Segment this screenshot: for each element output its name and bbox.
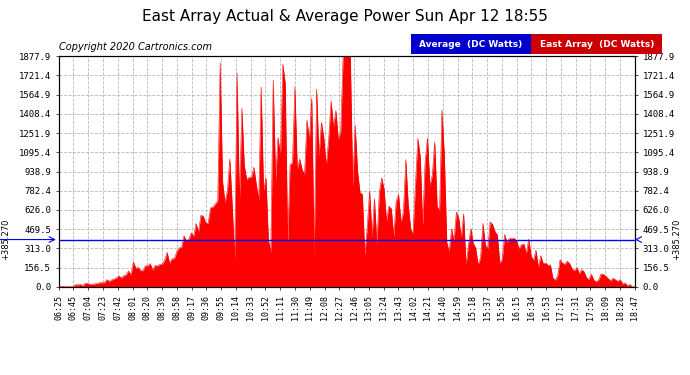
Text: Average  (DC Watts): Average (DC Watts) [420,40,522,49]
Text: Copyright 2020 Cartronics.com: Copyright 2020 Cartronics.com [59,42,213,52]
Text: +385.270: +385.270 [672,219,681,260]
Text: East Array  (DC Watts): East Array (DC Watts) [540,40,654,49]
Text: East Array Actual & Average Power Sun Apr 12 18:55: East Array Actual & Average Power Sun Ap… [142,9,548,24]
Text: +385.270: +385.270 [1,219,10,260]
